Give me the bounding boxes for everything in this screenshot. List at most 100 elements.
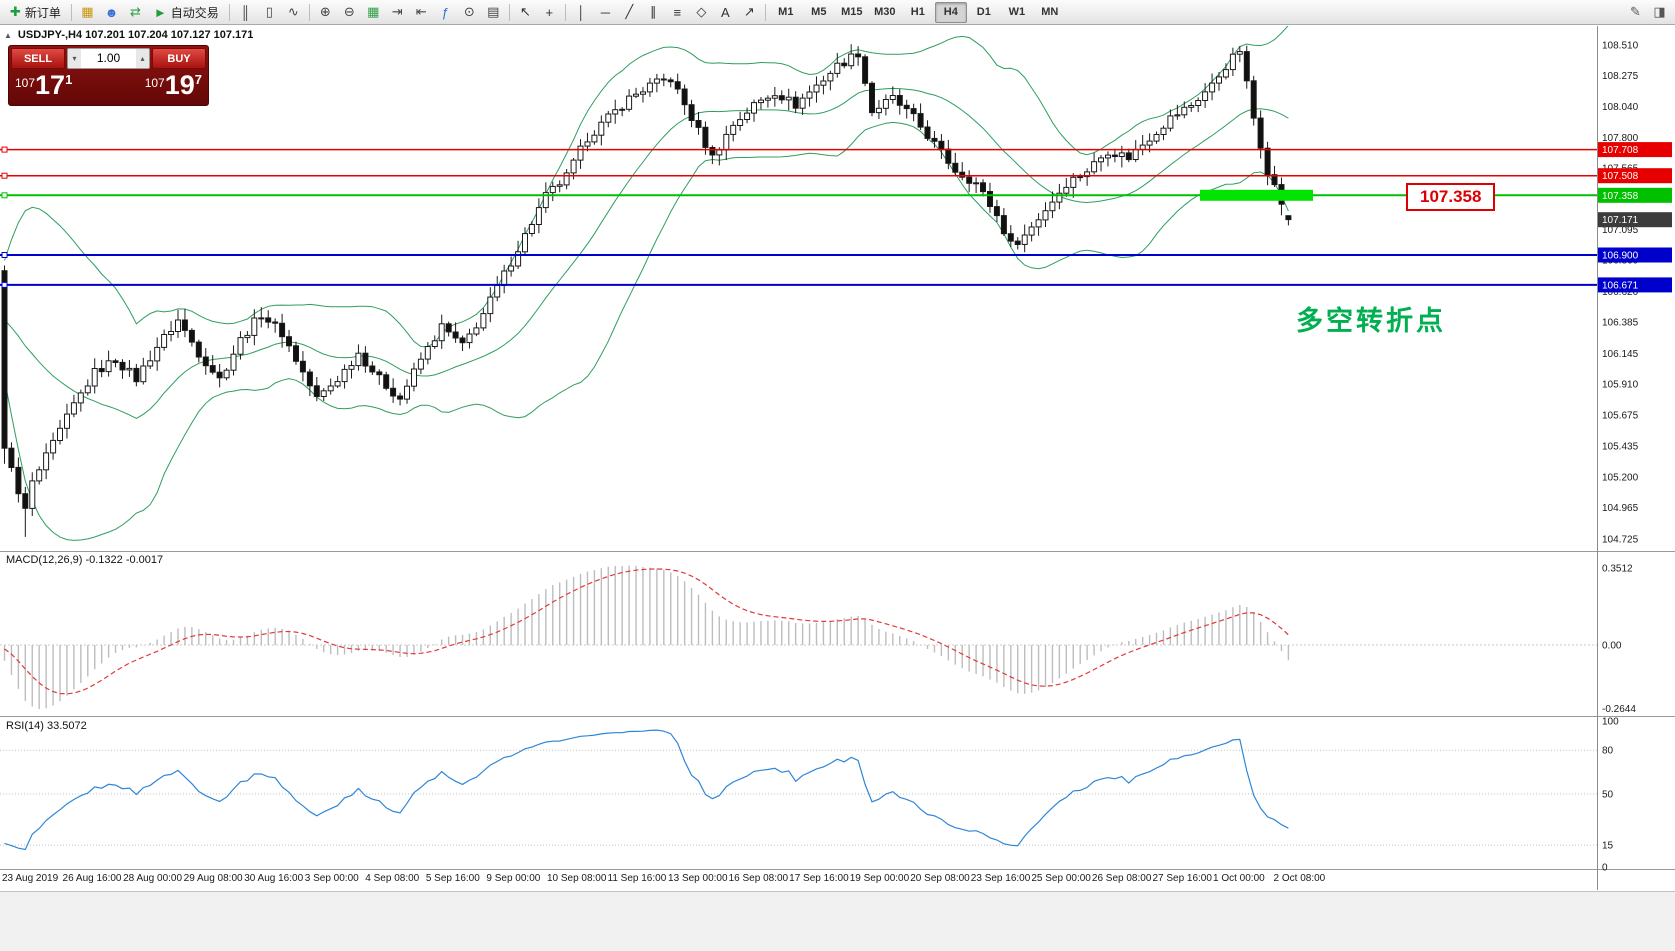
buy-button[interactable]: BUY — [152, 48, 206, 69]
autotrading-button[interactable]: ► 自动交易 — [148, 2, 225, 23]
hline-107.358[interactable] — [0, 192, 1597, 199]
volume-value[interactable]: 1.00 — [96, 51, 121, 65]
autotrading-play-icon: ► — [153, 4, 167, 20]
svg-text:0.00: 0.00 — [1602, 641, 1622, 652]
refresh-icon[interactable]: ⇄ — [129, 4, 141, 19]
timeframe-m5-button[interactable]: M5 — [811, 6, 827, 18]
oneclick-collapse-arrow[interactable]: ▲ — [4, 30, 12, 40]
shapes-icon[interactable]: ◇ — [696, 4, 707, 19]
svg-text:5 Sep 16:00: 5 Sep 16:00 — [426, 873, 480, 884]
highlight-rectangle[interactable] — [1200, 189, 1313, 201]
hline-107.708[interactable] — [0, 146, 1597, 153]
trendline-icon[interactable]: ╱ — [625, 4, 634, 19]
timeframe-h4-button[interactable]: H4 — [934, 1, 967, 23]
toolbar-separator — [228, 3, 230, 21]
fibonacci-icon[interactable]: ≡ — [673, 4, 682, 20]
bar-chart-type-icon[interactable]: ║ — [240, 4, 250, 20]
timeframe-h1-button[interactable]: H1 — [910, 6, 925, 18]
grid-icon[interactable]: ▦ — [367, 4, 380, 19]
zoom-in-icon[interactable]: ⊕ — [319, 4, 331, 19]
volume-increase-button[interactable]: ▴ — [136, 49, 149, 68]
arrow-objects-icon[interactable]: ↗ — [743, 4, 755, 19]
zoom-out-icon[interactable]: ⊖ — [343, 4, 355, 19]
timeframe-w1-button[interactable]: W1 — [1008, 6, 1026, 18]
chart-annotation-text: 多空转折点 — [1296, 306, 1446, 336]
crosshair-icon[interactable]: + — [545, 4, 554, 20]
charts-window-icon[interactable]: ▦ — [81, 4, 94, 19]
volume-stepper[interactable]: ▾ 1.00 ▴ — [67, 48, 150, 69]
hline-handle[interactable] — [1, 252, 8, 258]
period-icon[interactable]: ⊙ — [463, 4, 475, 19]
svg-text:107.358: 107.358 — [1602, 191, 1639, 202]
timeframe-m1-button[interactable]: M1 — [778, 6, 794, 18]
candlesticks — [1, 44, 1292, 537]
svg-text:105.910: 105.910 — [1602, 380, 1639, 391]
svg-text:107.508: 107.508 — [1602, 171, 1639, 182]
horizontal-line-icon[interactable]: ─ — [600, 4, 610, 20]
svg-text:50: 50 — [1602, 790, 1614, 801]
hline-106.671[interactable] — [0, 281, 1597, 288]
timeframe-mn-button[interactable]: MN — [1041, 6, 1059, 18]
svg-text:0: 0 — [1602, 863, 1608, 874]
hline-handle[interactable] — [1, 192, 8, 199]
window-background — [0, 891, 1675, 951]
svg-text:107.800: 107.800 — [1602, 133, 1639, 144]
window-layout-icon[interactable]: ◨ — [1653, 4, 1666, 19]
svg-text:2 Oct 08:00: 2 Oct 08:00 — [1274, 873, 1326, 884]
autotrading-button-label: 自动交易 — [170, 5, 219, 20]
volume-decrease-button[interactable]: ▾ — [68, 49, 81, 68]
timeframe-d1-button[interactable]: D1 — [976, 6, 991, 18]
toolbar: ✚ 新订单 ▦ ☻ ⇄ ► 自动交易 ║ ▯ ∿ ⊕ ⊖ ▦ ⇥ ⇤ ƒ ⊙ ▤ ↖ + │ ─ ╱ ∥ ≡ ◇ A ↗ M1 M5 M15… — [0, 0, 1675, 25]
svg-text:25 Sep 00:00: 25 Sep 00:00 — [1031, 873, 1091, 884]
candlestick-chart-type-icon[interactable]: ▯ — [265, 4, 273, 19]
chart-shift-icon[interactable]: ⇤ — [415, 4, 427, 19]
edit-toolbar-icon[interactable]: ✎ — [1630, 4, 1641, 19]
svg-text:26 Aug 16:00: 26 Aug 16:00 — [63, 873, 122, 884]
bollinger-upper-band — [4, 26, 1289, 348]
templates-icon[interactable]: ▤ — [487, 4, 500, 19]
toolbar-separator — [764, 3, 766, 21]
timeframe-m30-button[interactable]: M30 — [874, 6, 896, 18]
price-tag-107.358: 107.358 — [1598, 187, 1672, 203]
buy-price[interactable]: 107197 — [144, 70, 202, 100]
auto-scroll-icon[interactable]: ⇥ — [391, 4, 403, 19]
equidistant-channel-icon[interactable]: ∥ — [650, 4, 657, 19]
svg-text:23 Sep 16:00: 23 Sep 16:00 — [971, 873, 1031, 884]
svg-text:10 Sep 08:00: 10 Sep 08:00 — [547, 873, 607, 884]
price-axis: 108.510108.275108.040107.800107.565107.3… — [1598, 40, 1672, 545]
cursor-icon[interactable]: ↖ — [519, 4, 531, 19]
svg-text:100: 100 — [1602, 717, 1619, 728]
indicators-icon[interactable]: ƒ — [441, 4, 449, 20]
macd-histogram — [3, 565, 1290, 709]
svg-text:107.708: 107.708 — [1602, 145, 1639, 156]
text-label-icon[interactable]: A — [720, 4, 730, 20]
svg-text:15: 15 — [1602, 841, 1614, 852]
toolbar-separator — [308, 3, 310, 21]
hline-106.900[interactable] — [0, 252, 1597, 258]
svg-text:105.200: 105.200 — [1602, 472, 1639, 483]
svg-text:107.095: 107.095 — [1602, 225, 1639, 236]
new-order-button[interactable]: ✚ 新订单 — [4, 2, 67, 23]
market-watch-icon[interactable]: ☻ — [104, 4, 119, 20]
new-order-icon: ✚ — [10, 4, 21, 19]
sell-price[interactable]: 107171 — [15, 70, 73, 100]
price-callout-label[interactable]: 107.358 — [1406, 183, 1496, 211]
hline-107.508[interactable] — [0, 172, 1597, 179]
svg-text:11 Sep 16:00: 11 Sep 16:00 — [608, 873, 667, 884]
price-plot[interactable] — [1, 25, 1292, 541]
vertical-line-icon[interactable]: │ — [577, 4, 586, 20]
rsi-indicator-label: RSI(14) 33.5072 — [6, 720, 87, 732]
hline-handle[interactable] — [1, 281, 8, 288]
svg-text:3 Sep 00:00: 3 Sep 00:00 — [305, 873, 359, 884]
svg-text:17 Sep 16:00: 17 Sep 16:00 — [789, 873, 849, 884]
hline-handle[interactable] — [1, 146, 8, 153]
svg-text:105.435: 105.435 — [1602, 442, 1639, 453]
svg-text:106.145: 106.145 — [1602, 349, 1639, 360]
svg-text:0.3512: 0.3512 — [1602, 564, 1633, 575]
hline-handle[interactable] — [1, 172, 8, 179]
line-chart-type-icon[interactable]: ∿ — [287, 4, 299, 19]
price-tag-106.900: 106.900 — [1598, 247, 1672, 263]
timeframe-m15-button[interactable]: M15 — [841, 6, 863, 18]
sell-button[interactable]: SELL — [11, 48, 65, 69]
